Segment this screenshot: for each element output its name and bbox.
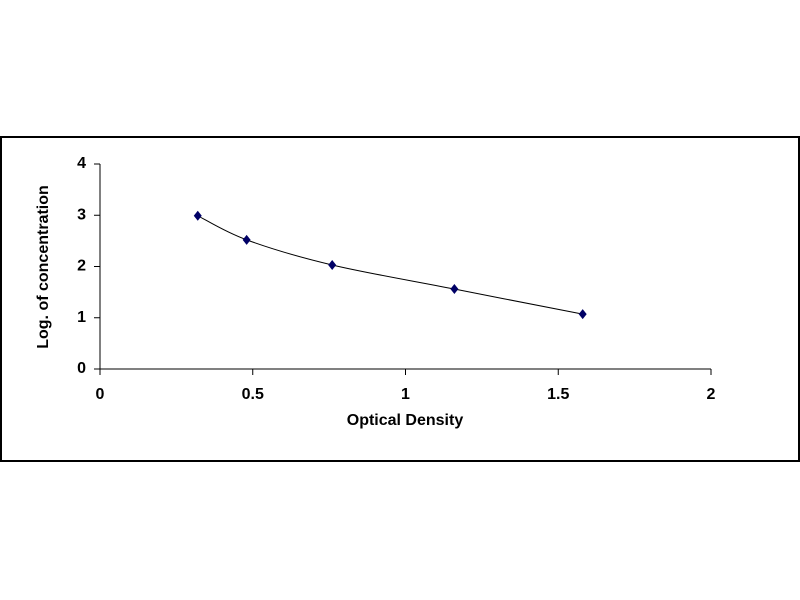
x-tick-label: 2	[707, 386, 716, 403]
point-marker	[242, 234, 251, 245]
y-tick-label: 3	[77, 206, 86, 223]
y-axis-title: Log. of concentration	[35, 185, 52, 349]
y-tick-label: 0	[77, 360, 86, 377]
x-tick-label: 1.5	[547, 386, 569, 403]
chart-frame	[0, 136, 800, 462]
x-tick-label: 0	[96, 386, 105, 403]
series-line	[197, 215, 583, 315]
y-tick-label: 1	[77, 309, 86, 326]
point-marker	[450, 284, 459, 295]
y-tick-label: 2	[77, 258, 86, 275]
point-marker	[193, 210, 202, 221]
x-tick-label: 0.5	[242, 386, 264, 403]
point-marker	[328, 259, 337, 270]
x-axis-title: Optical Density	[347, 412, 464, 429]
y-tick-label: 4	[77, 155, 86, 172]
point-marker	[578, 309, 587, 320]
x-tick-label: 1	[401, 386, 410, 403]
